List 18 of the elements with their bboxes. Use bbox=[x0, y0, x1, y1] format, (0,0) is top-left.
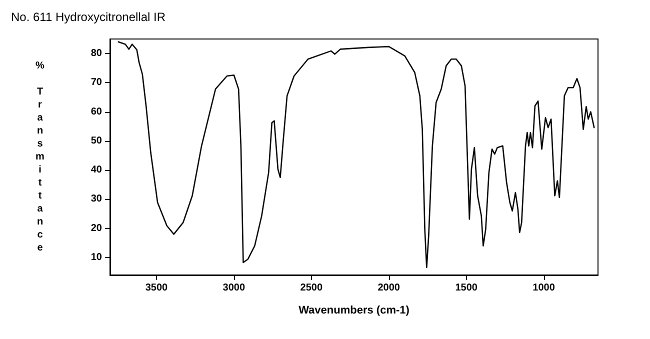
y-tick-label: 60 bbox=[90, 106, 102, 118]
y-tick-label: 30 bbox=[90, 194, 102, 205]
y-tick-label: 10 bbox=[90, 252, 102, 264]
y-tick-label: 70 bbox=[90, 77, 102, 88]
x-tick-label: 3000 bbox=[222, 282, 246, 294]
line-series bbox=[118, 41, 595, 268]
y-tick-label: 80 bbox=[90, 48, 102, 60]
text: % Transmittance bbox=[36, 60, 44, 254]
x-tick-label: 2500 bbox=[300, 282, 323, 294]
x-tick-label: 3500 bbox=[145, 282, 168, 294]
x-tick-label: 1500 bbox=[455, 282, 478, 294]
chart-title: No. 611 Hydroxycitronellal IR bbox=[11, 10, 166, 24]
x-tick-label: 2000 bbox=[378, 282, 400, 294]
y-tick-label: 50 bbox=[90, 135, 102, 146]
x-tick-label: 1000 bbox=[532, 282, 556, 294]
y-tick-label: 40 bbox=[90, 164, 102, 176]
y-tick-label: 20 bbox=[90, 222, 102, 234]
x-axis-title: Wavenumbers (cm-1) bbox=[298, 304, 410, 316]
